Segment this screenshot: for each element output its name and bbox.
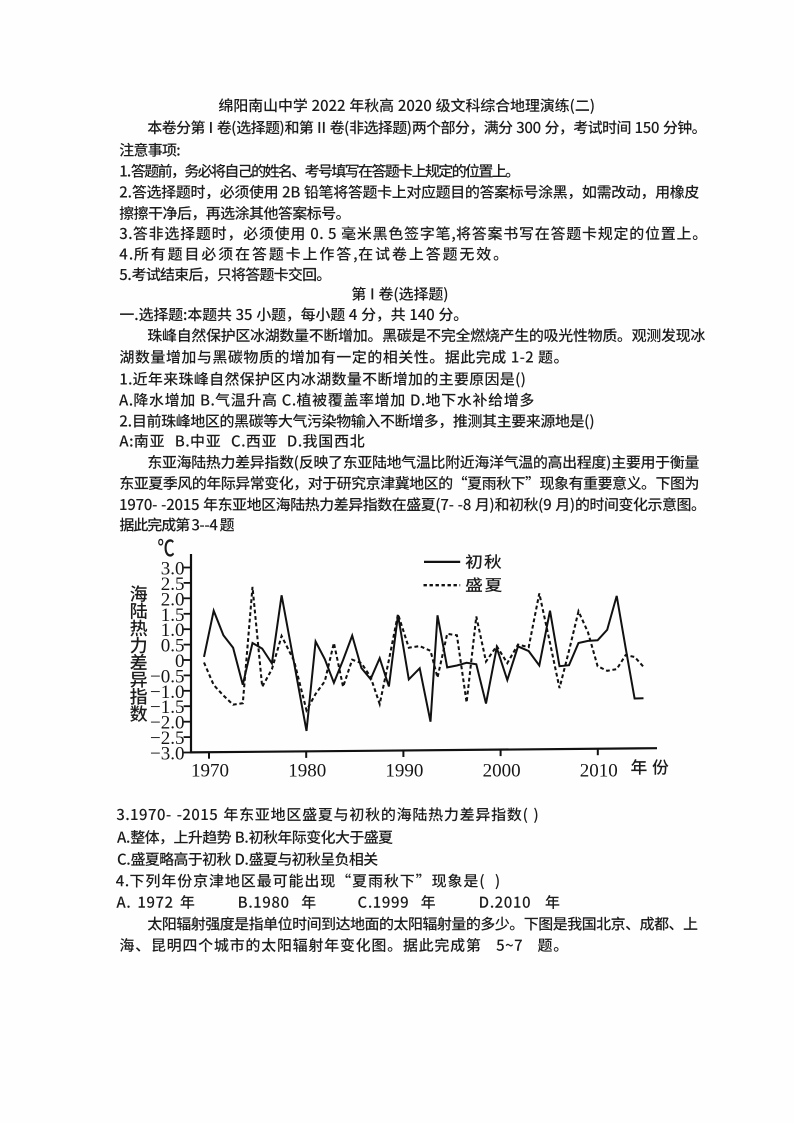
svg-text:0: 0 <box>175 651 185 672</box>
svg-text:−3.0: −3.0 <box>150 744 184 765</box>
svg-text:1.5: 1.5 <box>161 605 185 626</box>
svg-text:3.0: 3.0 <box>161 559 185 580</box>
svg-text:1970: 1970 <box>191 761 229 782</box>
svg-text:1990: 1990 <box>385 761 423 782</box>
svg-text:−2.5: −2.5 <box>150 728 184 749</box>
svg-text:1980: 1980 <box>288 761 326 782</box>
svg-text:2.0: 2.0 <box>161 589 185 610</box>
svg-text:−2.0: −2.0 <box>150 713 184 734</box>
svg-text:−0.5: −0.5 <box>150 666 184 687</box>
svg-text:1.0: 1.0 <box>161 620 185 641</box>
svg-text:−1.5: −1.5 <box>150 697 184 718</box>
svg-text:2010: 2010 <box>580 761 618 782</box>
svg-text:0.5: 0.5 <box>161 636 185 657</box>
svg-text:−1.0: −1.0 <box>150 682 184 703</box>
svg-text:2000: 2000 <box>483 761 521 782</box>
svg-text:2.5: 2.5 <box>161 574 185 595</box>
